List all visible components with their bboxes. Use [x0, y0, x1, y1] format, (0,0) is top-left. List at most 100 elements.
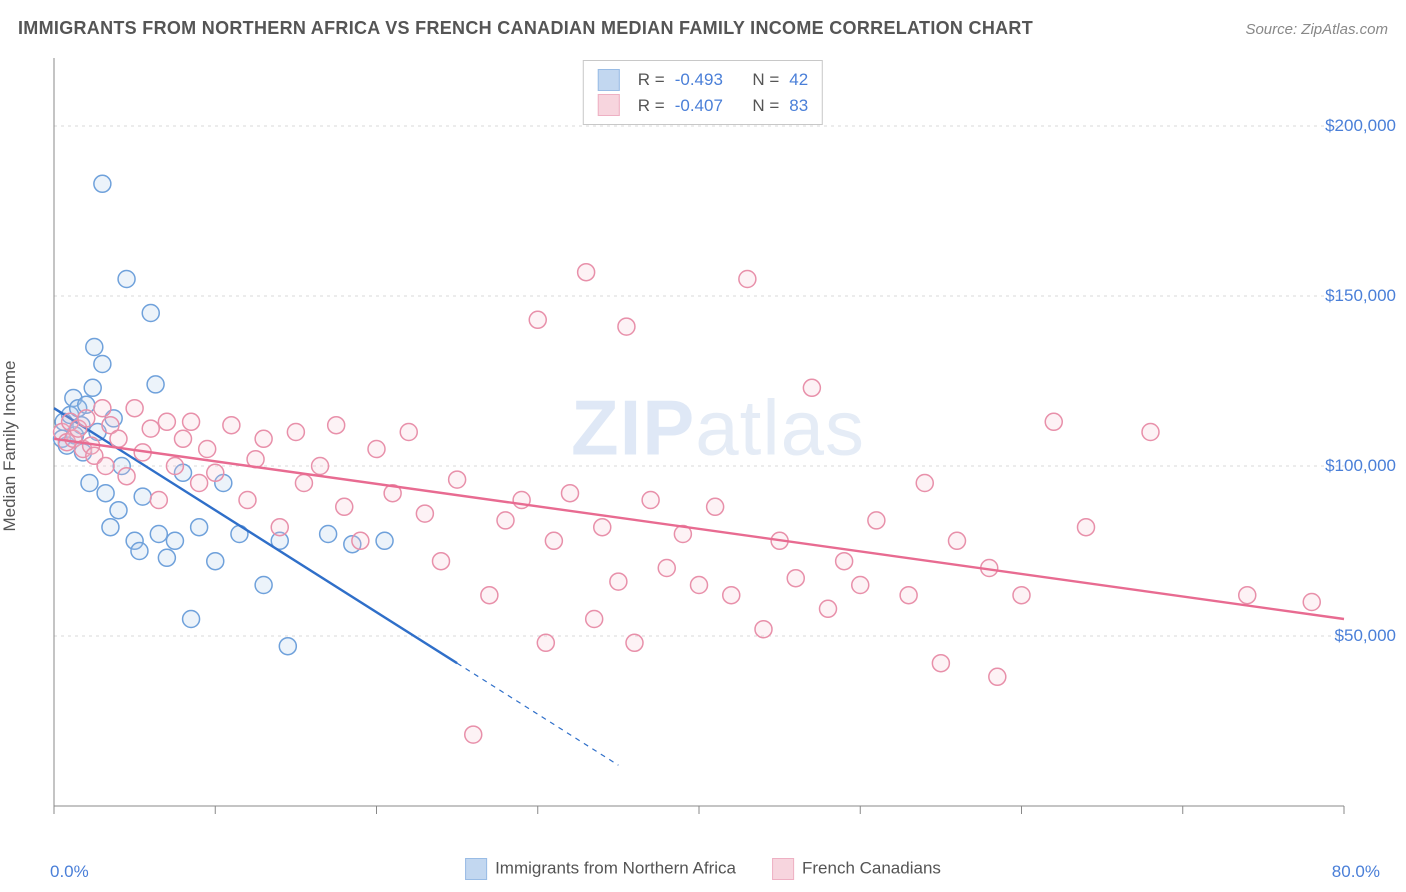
data-point: [255, 430, 272, 447]
data-point: [150, 492, 167, 509]
series-legend: Immigrants from Northern Africa French Ca…: [465, 858, 941, 880]
data-point: [989, 668, 1006, 685]
data-point: [134, 488, 151, 505]
legend-n-value: 42: [789, 67, 808, 93]
trend-line-dashed: [457, 663, 618, 765]
y-tick-label: $100,000: [1325, 456, 1396, 476]
data-point: [642, 492, 659, 509]
data-point: [537, 634, 554, 651]
data-point: [626, 634, 643, 651]
data-point: [328, 417, 345, 434]
data-point: [183, 611, 200, 628]
legend-label: French Canadians: [802, 858, 941, 877]
source-label: Source: ZipAtlas.com: [1245, 21, 1388, 38]
data-point: [84, 379, 101, 396]
data-point: [150, 526, 167, 543]
data-point: [368, 441, 385, 458]
data-point: [707, 498, 724, 515]
data-point: [578, 264, 595, 281]
data-point: [618, 318, 635, 335]
data-point: [320, 526, 337, 543]
data-point: [142, 420, 159, 437]
data-point: [529, 311, 546, 328]
data-point: [868, 512, 885, 529]
data-point: [81, 475, 98, 492]
data-point: [207, 464, 224, 481]
data-point: [78, 410, 95, 427]
scatter-plot: [48, 58, 1388, 828]
data-point: [207, 553, 224, 570]
data-point: [610, 573, 627, 590]
data-point: [1239, 587, 1256, 604]
data-point: [400, 424, 417, 441]
legend-label: Immigrants from Northern Africa: [495, 858, 736, 877]
legend-n-label: N =: [752, 67, 779, 93]
data-point: [118, 271, 135, 288]
data-point: [820, 600, 837, 617]
data-point: [932, 655, 949, 672]
data-point: [1142, 424, 1159, 441]
correlation-legend: R = -0.493 N = 42 R = -0.407 N = 83: [583, 60, 823, 125]
data-point: [147, 376, 164, 393]
data-point: [465, 726, 482, 743]
data-point: [166, 458, 183, 475]
data-point: [86, 339, 103, 356]
data-point: [376, 532, 393, 549]
legend-row: R = -0.407 N = 83: [598, 93, 808, 119]
legend-r-value: -0.407: [675, 93, 723, 119]
data-point: [836, 553, 853, 570]
data-point: [175, 430, 192, 447]
data-point: [433, 553, 450, 570]
data-point: [94, 175, 111, 192]
data-point: [295, 475, 312, 492]
data-point: [271, 519, 288, 536]
data-point: [94, 400, 111, 417]
data-point: [449, 471, 466, 488]
data-point: [481, 587, 498, 604]
y-axis-label: Median Family Income: [0, 360, 20, 531]
data-point: [1045, 413, 1062, 430]
data-point: [562, 485, 579, 502]
legend-swatch: [598, 94, 620, 116]
data-point: [916, 475, 933, 492]
data-point: [97, 485, 114, 502]
data-point: [545, 532, 562, 549]
data-point: [279, 638, 296, 655]
data-point: [416, 505, 433, 522]
data-point: [158, 549, 175, 566]
data-point: [949, 532, 966, 549]
y-tick-label: $150,000: [1325, 286, 1396, 306]
y-tick-label: $50,000: [1335, 626, 1396, 646]
data-point: [691, 577, 708, 594]
data-point: [183, 413, 200, 430]
data-point: [199, 441, 216, 458]
y-tick-label: $200,000: [1325, 116, 1396, 136]
legend-n-value: 83: [789, 93, 808, 119]
data-point: [223, 417, 240, 434]
data-point: [336, 498, 353, 515]
data-point: [166, 532, 183, 549]
legend-item: French Canadians: [772, 858, 941, 880]
data-point: [110, 502, 127, 519]
data-point: [352, 532, 369, 549]
data-point: [852, 577, 869, 594]
x-axis-min: 0.0%: [50, 862, 89, 882]
data-point: [803, 379, 820, 396]
legend-swatch: [772, 858, 794, 880]
data-point: [723, 587, 740, 604]
legend-n-label: N =: [752, 93, 779, 119]
data-point: [131, 543, 148, 560]
data-point: [118, 468, 135, 485]
data-point: [497, 512, 514, 529]
data-point: [158, 413, 175, 430]
data-point: [755, 621, 772, 638]
data-point: [191, 475, 208, 492]
data-point: [787, 570, 804, 587]
chart-area: ZIPatlas: [48, 58, 1388, 828]
data-point: [191, 519, 208, 536]
data-point: [255, 577, 272, 594]
data-point: [142, 305, 159, 322]
data-point: [1013, 587, 1030, 604]
legend-swatch: [598, 69, 620, 91]
data-point: [900, 587, 917, 604]
